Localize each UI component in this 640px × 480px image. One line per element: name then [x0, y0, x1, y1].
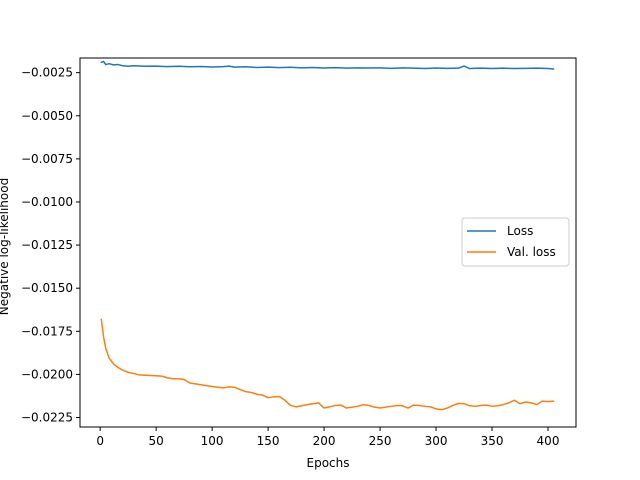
- series-line-0: [100, 60, 555, 70]
- legend: Loss Val. loss: [461, 217, 570, 267]
- y-tick-label: −0.0175: [21, 324, 73, 338]
- x-tick-label: 0: [96, 434, 104, 448]
- y-tick-label: −0.0025: [21, 66, 73, 80]
- x-axis-ticks: 0 50 100 150 200 250 300 350 400: [96, 427, 559, 448]
- x-tick-label: 250: [369, 434, 392, 448]
- y-tick-label: −0.0200: [21, 367, 73, 381]
- y-tick-label: −0.0100: [21, 195, 73, 209]
- series-line-1: [100, 318, 555, 411]
- x-tick-label: 350: [481, 434, 504, 448]
- y-tick-label: −0.0125: [21, 238, 73, 252]
- axes-frame: [79, 57, 577, 428]
- plot-lines: [100, 60, 555, 411]
- x-tick-label: 50: [148, 434, 163, 448]
- y-tick-label: −0.0050: [21, 109, 73, 123]
- x-tick-label: 100: [201, 434, 224, 448]
- x-tick-label: 400: [537, 434, 560, 448]
- legend-box: [461, 217, 570, 267]
- y-tick-label: −0.0225: [21, 411, 73, 425]
- legend-label: Val. loss: [507, 245, 556, 259]
- x-axis-label: Epochs: [307, 456, 350, 470]
- y-axis-label: Negative log-likelihood: [0, 178, 11, 315]
- y-axis-ticks: −0.0025 −0.0050 −0.0075 −0.0100 −0.0125 −0.01…: [21, 66, 80, 425]
- x-tick-label: 300: [425, 434, 448, 448]
- x-tick-label: 200: [313, 434, 336, 448]
- x-tick-label: 150: [257, 434, 280, 448]
- legend-label: Loss: [507, 224, 533, 238]
- y-tick-label: −0.0075: [21, 152, 73, 166]
- y-tick-label: −0.0150: [21, 281, 73, 295]
